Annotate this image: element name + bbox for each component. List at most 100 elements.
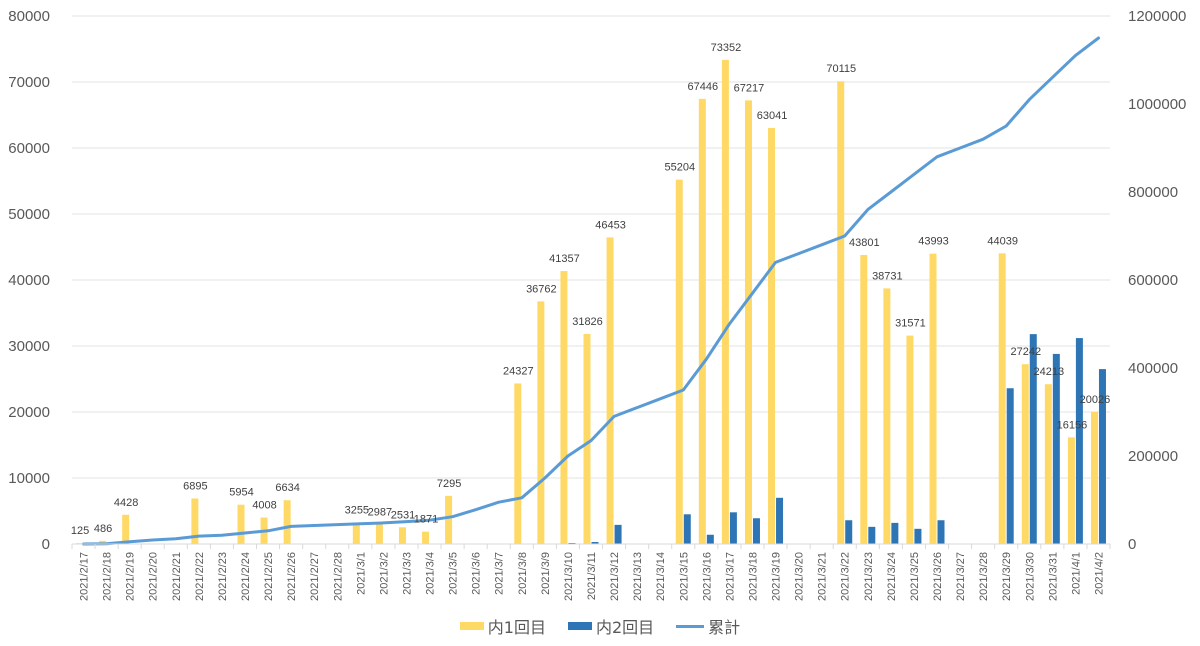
data-label-dose1: 67217 xyxy=(734,82,765,94)
bar-dose1 xyxy=(744,100,752,544)
y-tick-right: 600000 xyxy=(1128,272,1178,289)
x-tick-label: 2021/2/20 xyxy=(148,552,160,601)
bar-dose2 xyxy=(729,512,737,544)
bar-dose2 xyxy=(1052,353,1060,544)
x-tick-label: 2021/2/18 xyxy=(102,552,114,601)
x-tick-label: 2021/2/21 xyxy=(171,552,183,601)
bar-dose1 xyxy=(445,495,453,544)
bar-dose2 xyxy=(914,528,922,544)
x-tick-label: 2021/3/21 xyxy=(817,552,829,601)
x-tick-label: 2021/2/27 xyxy=(309,552,321,601)
bar-dose1 xyxy=(998,253,1006,545)
data-label-dose1: 44039 xyxy=(987,235,1018,247)
x-tick-label: 2021/3/26 xyxy=(932,552,944,601)
x-tick-label: 2021/3/17 xyxy=(724,552,736,601)
x-tick-label: 2021/3/19 xyxy=(771,552,783,601)
y-tick-left: 30000 xyxy=(8,338,50,355)
data-label-dose1: 7295 xyxy=(437,478,461,490)
data-label-dose1: 1871 xyxy=(414,514,438,526)
legend-swatch-dose1 xyxy=(459,622,484,630)
x-tick-label: 2021/3/20 xyxy=(794,552,806,601)
bar-dose1 xyxy=(560,271,568,544)
x-tick-label: 2021/4/1 xyxy=(1070,552,1082,595)
x-tick-label: 2021/3/14 xyxy=(655,552,667,601)
bar-dose1 xyxy=(283,500,291,544)
data-label-dose1: 31571 xyxy=(895,318,926,330)
bar-dose2 xyxy=(614,524,622,544)
data-label-dose1: 20026 xyxy=(1080,394,1111,406)
x-tick-label: 2021/3/5 xyxy=(448,552,460,595)
x-tick-label: 2021/3/18 xyxy=(747,552,759,601)
data-label-dose1: 67446 xyxy=(688,81,719,93)
bar-dose1 xyxy=(122,514,130,544)
y-tick-right: 1200000 xyxy=(1128,8,1186,25)
x-tick-label: 2021/3/3 xyxy=(401,552,413,595)
data-label-dose1: 125 xyxy=(71,525,89,537)
bar-dose2 xyxy=(776,497,784,544)
y-tick-right: 800000 xyxy=(1128,184,1178,201)
legend-item-dose1: 内1回目 xyxy=(459,614,546,638)
data-label-dose1: 70115 xyxy=(826,63,856,75)
x-tick-label: 2021/3/16 xyxy=(701,552,713,601)
bar-dose2 xyxy=(683,514,691,544)
bar-dose1 xyxy=(1067,437,1075,544)
x-tick-label: 2021/2/17 xyxy=(79,552,91,601)
data-label-dose1: 24213 xyxy=(1034,366,1065,378)
bar-dose1 xyxy=(721,59,729,544)
x-tick-label: 2021/2/19 xyxy=(125,552,137,601)
cumulative-line xyxy=(82,36,1100,546)
x-tick-label: 2021/2/26 xyxy=(286,552,298,601)
legend: 内1回目 内2回目 累計 xyxy=(0,614,1200,638)
bar-dose1 xyxy=(883,288,891,544)
y-tick-left: 20000 xyxy=(8,404,50,421)
data-label-dose1: 38731 xyxy=(872,270,903,282)
legend-label-dose2: 内2回目 xyxy=(595,618,655,637)
x-tick-label: 2021/3/1 xyxy=(355,552,367,595)
legend-item-dose2: 内2回目 xyxy=(567,614,655,638)
bar-dose1 xyxy=(837,81,845,544)
bar-dose1 xyxy=(537,301,545,544)
x-tick-label: 2021/3/9 xyxy=(540,552,552,595)
data-label-dose1: 6634 xyxy=(275,482,299,494)
y-axis-right: 0 200000 400000 600000 800000 1000000 1200000 xyxy=(1128,8,1186,553)
legend-swatch-cumulative xyxy=(676,624,705,628)
bar-dose1 xyxy=(606,237,614,544)
x-tick-label: 2021/3/15 xyxy=(678,552,690,601)
x-tick-label: 2021/3/4 xyxy=(425,552,437,595)
data-label-dose1: 486 xyxy=(94,523,112,535)
bar-dose1 xyxy=(1044,384,1052,544)
data-label-dose1: 41357 xyxy=(549,253,580,265)
x-tick-label: 2021/3/28 xyxy=(978,552,990,601)
bar-dose1 xyxy=(237,504,245,544)
x-tick-label: 2021/3/24 xyxy=(886,552,898,601)
x-tick-label: 2021/3/12 xyxy=(609,552,621,601)
data-label-dose1: 4428 xyxy=(114,497,138,509)
bar-dose1 xyxy=(191,498,199,544)
x-tick-label: 2021/3/23 xyxy=(863,552,875,601)
data-label-dose1: 2987 xyxy=(368,506,392,518)
data-label-dose1: 4008 xyxy=(252,500,276,512)
x-tick-label: 2021/3/11 xyxy=(586,552,598,600)
bar-dose2 xyxy=(891,522,899,544)
data-label-dose1: 43801 xyxy=(849,237,880,249)
data-label-dose1: 5954 xyxy=(229,487,253,499)
bar-dose1 xyxy=(675,179,683,544)
x-tick-label: 2021/3/27 xyxy=(955,552,967,601)
x-tick-label: 2021/3/22 xyxy=(840,552,852,601)
x-tick-label: 2021/2/28 xyxy=(332,552,344,601)
x-tick-label: 2021/3/2 xyxy=(378,552,390,595)
x-tick-label: 2021/2/25 xyxy=(263,552,275,601)
x-tick-label: 2021/2/22 xyxy=(194,552,206,601)
bar-dose1 xyxy=(422,531,430,544)
y-tick-left: 40000 xyxy=(8,272,50,289)
y-tick-right: 400000 xyxy=(1128,360,1178,377)
x-tick-label: 2021/3/31 xyxy=(1047,552,1059,601)
bar-dose1 xyxy=(375,524,383,544)
bar-dose2 xyxy=(937,520,945,544)
x-tick-label: 2021/3/29 xyxy=(1001,552,1013,601)
data-label-dose1: 16156 xyxy=(1057,419,1088,431)
cumulative-line-group xyxy=(82,36,1100,546)
data-label-dose1: 31826 xyxy=(572,316,603,328)
